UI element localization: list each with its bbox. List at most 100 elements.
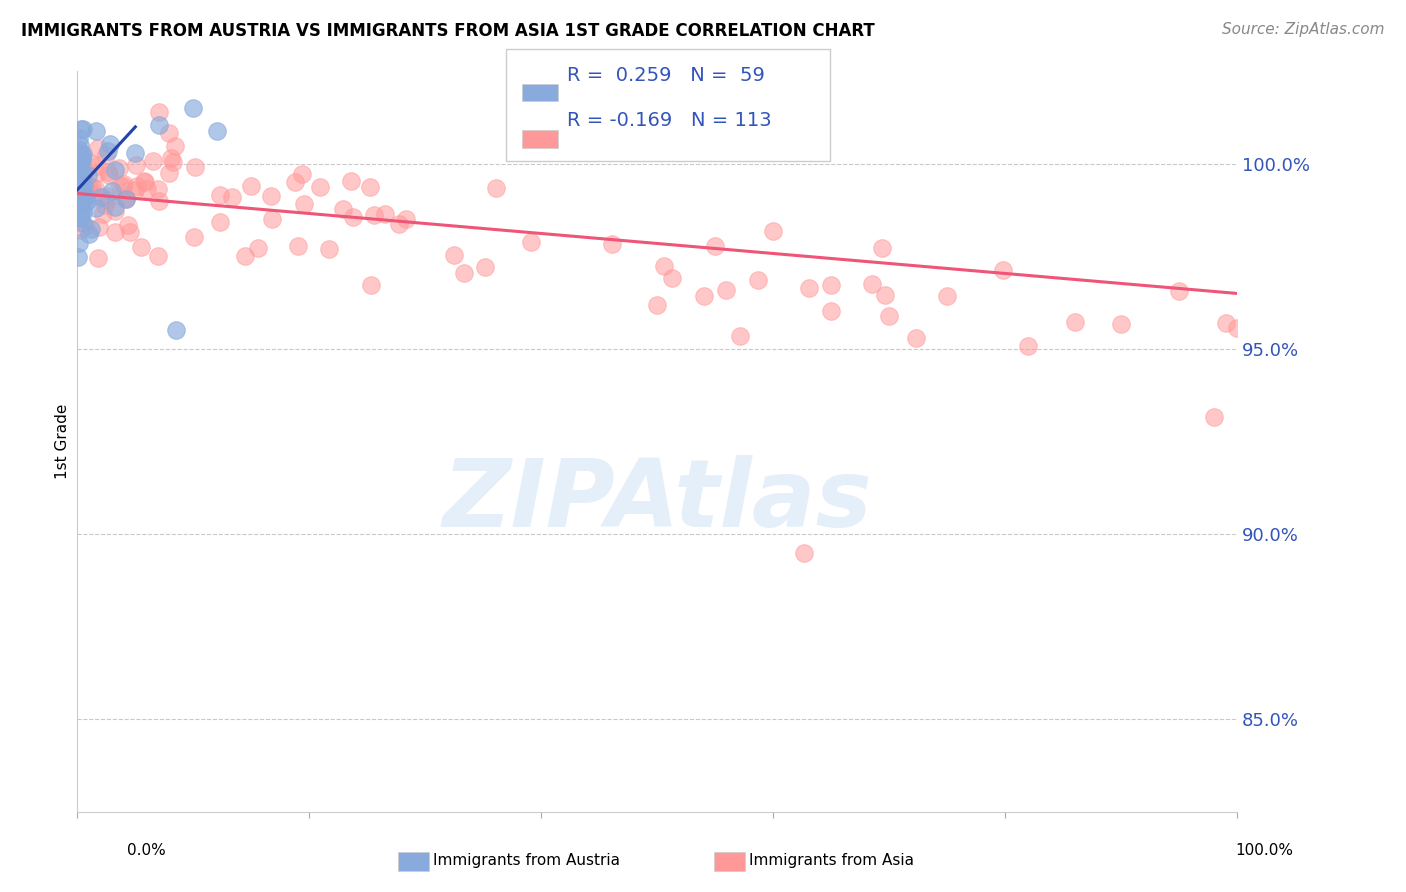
Point <box>110 179 132 194</box>
Point <box>72 147 94 161</box>
Text: R = -0.169   N = 113: R = -0.169 N = 113 <box>567 111 772 130</box>
Point <box>1215 316 1237 330</box>
Point <box>75 178 97 192</box>
Point <box>67 131 90 145</box>
Point <box>98 169 121 183</box>
Point <box>157 166 180 180</box>
Point <box>287 239 309 253</box>
Point <box>75 219 97 233</box>
Point <box>240 179 263 194</box>
Point <box>69 208 91 222</box>
Text: Immigrants from Asia: Immigrants from Asia <box>749 853 914 868</box>
Text: ZIPAtlas: ZIPAtlas <box>443 455 872 547</box>
Point <box>114 191 136 205</box>
Point <box>183 229 205 244</box>
Point <box>991 262 1014 277</box>
Point <box>872 242 894 256</box>
Point <box>75 189 97 203</box>
Point <box>72 178 94 193</box>
Point <box>67 207 90 221</box>
Point <box>72 168 94 182</box>
Point <box>84 124 107 138</box>
Point <box>647 298 669 312</box>
Point <box>69 171 91 186</box>
Point <box>69 181 91 195</box>
Point <box>221 190 243 204</box>
Text: Immigrants from Austria: Immigrants from Austria <box>433 853 620 868</box>
Point <box>474 260 496 275</box>
Point <box>76 168 98 182</box>
Point <box>127 178 149 193</box>
Point <box>76 183 98 197</box>
Point <box>67 167 90 181</box>
Point <box>72 216 94 230</box>
Text: R =  0.259   N =  59: R = 0.259 N = 59 <box>567 66 765 85</box>
Point <box>67 236 90 251</box>
Point <box>124 146 146 161</box>
Point <box>453 266 475 280</box>
Point <box>70 154 93 169</box>
Point <box>233 249 256 263</box>
Point <box>67 198 90 212</box>
Point <box>69 195 91 210</box>
Point <box>318 242 340 256</box>
Point <box>97 165 120 179</box>
Point <box>104 163 127 178</box>
Point <box>820 277 842 292</box>
Point <box>704 239 727 253</box>
Point <box>67 178 90 192</box>
Point <box>104 204 127 219</box>
Point <box>292 197 315 211</box>
Point <box>96 148 118 162</box>
Point <box>112 178 135 193</box>
Point <box>363 208 385 222</box>
Point <box>262 212 284 227</box>
Point <box>84 201 107 215</box>
Point <box>165 323 187 337</box>
Point <box>72 197 94 211</box>
Point <box>443 248 465 262</box>
Point <box>184 161 207 175</box>
Point <box>117 218 139 232</box>
Point <box>79 179 101 194</box>
Point <box>247 241 270 255</box>
Point <box>115 192 138 206</box>
Point <box>94 197 117 211</box>
Point <box>860 277 883 292</box>
Point <box>373 207 395 221</box>
Point <box>86 251 108 265</box>
Point <box>209 188 232 202</box>
Point <box>69 207 91 221</box>
Point <box>70 150 93 164</box>
Point <box>652 259 675 273</box>
Point <box>69 170 91 185</box>
Point <box>69 184 91 198</box>
Point <box>96 194 118 208</box>
Point <box>877 309 901 323</box>
Point <box>205 124 228 138</box>
Point <box>80 179 103 194</box>
Point <box>291 168 314 182</box>
Point <box>308 180 330 194</box>
Point <box>66 250 89 264</box>
Point <box>86 159 108 173</box>
Point <box>69 223 91 237</box>
Point <box>159 151 181 165</box>
Point <box>873 288 896 302</box>
Point <box>79 227 101 241</box>
Point <box>793 546 815 560</box>
Point <box>136 182 159 196</box>
Point <box>83 181 105 195</box>
Point <box>148 118 170 132</box>
Point <box>388 217 411 231</box>
Point <box>90 190 112 204</box>
Point <box>70 122 93 136</box>
Point <box>69 202 91 216</box>
Point <box>1063 315 1085 329</box>
Point <box>260 189 283 203</box>
Point <box>86 166 108 180</box>
Point <box>332 202 354 216</box>
Point <box>165 139 187 153</box>
Point <box>79 183 101 197</box>
Point <box>67 163 90 178</box>
